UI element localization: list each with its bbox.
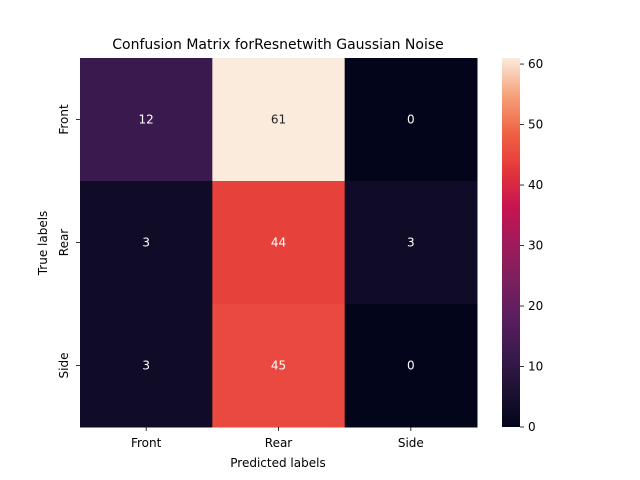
colorbar-tick-label: 20 (528, 299, 543, 313)
colorbar (502, 58, 520, 427)
colorbar-tick-label: 50 (528, 118, 543, 132)
x-tick-label: Front (131, 436, 162, 450)
cell-value-label: 3 (407, 236, 415, 250)
y-tick-label: Side (57, 353, 71, 379)
x-axis-ticks: Front Rear Side (131, 427, 424, 450)
y-tick-label: Front (57, 104, 71, 135)
cell-value-label: 3 (142, 359, 150, 373)
heatmap-cell (80, 181, 213, 305)
y-axis-ticks: Front Rear Side (57, 104, 80, 378)
heatmap-cell (344, 181, 478, 305)
cell-value-label: 3 (142, 236, 150, 250)
cell-value-label: 12 (139, 113, 154, 127)
colorbar-ticks: 0 10 20 30 40 50 60 (520, 57, 543, 434)
heatmap-cell-labels: 12 61 0 3 44 3 3 45 0 (139, 113, 415, 373)
heatmap-cell (80, 58, 213, 182)
x-tick-label: Side (398, 436, 424, 450)
heatmap-cell (80, 304, 213, 428)
cell-value-label: 0 (407, 359, 415, 373)
colorbar-tick-label: 30 (528, 239, 543, 253)
chart-title: Confusion Matrix forResnetwith Gaussian … (112, 37, 444, 53)
heatmap-cell (212, 181, 346, 305)
heatmap-cells (80, 58, 478, 428)
cell-value-label: 0 (407, 113, 415, 127)
cell-value-label: 61 (271, 113, 286, 127)
y-tick-label: Rear (57, 229, 71, 257)
colorbar-tick-label: 40 (528, 178, 543, 192)
heatmap-cell (212, 304, 346, 428)
heatmap-cell (344, 58, 478, 182)
heatmap-cell (212, 58, 346, 182)
colorbar-tick-label: 0 (528, 420, 536, 434)
cell-value-label: 45 (271, 359, 286, 373)
colorbar-tick-label: 60 (528, 57, 543, 71)
heatmap-cell (344, 304, 478, 428)
x-tick-label: Rear (265, 436, 293, 450)
cell-value-label: 44 (271, 236, 286, 250)
y-axis-label: True labels (36, 211, 50, 277)
x-axis-label: Predicted labels (230, 456, 325, 470)
colorbar-tick-label: 10 (528, 360, 543, 374)
